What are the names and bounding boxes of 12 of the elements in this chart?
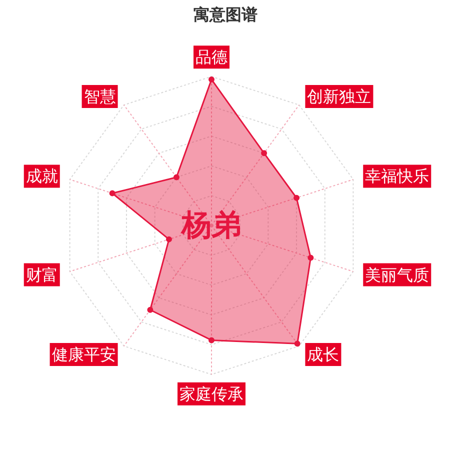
chart-title: 寓意图谱 [194, 5, 258, 24]
spoke-label: 美丽气质 [365, 265, 430, 284]
spoke-label: 财富 [26, 265, 58, 284]
spoke-label: 家庭传承 [180, 384, 244, 404]
text: 杨弟 [180, 208, 242, 243]
spoke-label: 成长 [307, 344, 340, 364]
spoke-label: 成就 [26, 166, 58, 186]
spoke-label: 幸福快乐 [365, 166, 430, 186]
spoke-label: 品德 [196, 48, 228, 67]
spoke-label: 智慧 [84, 87, 116, 106]
spoke-label: 健康平安 [52, 344, 116, 364]
spoke-label: 创新独立 [307, 87, 372, 106]
